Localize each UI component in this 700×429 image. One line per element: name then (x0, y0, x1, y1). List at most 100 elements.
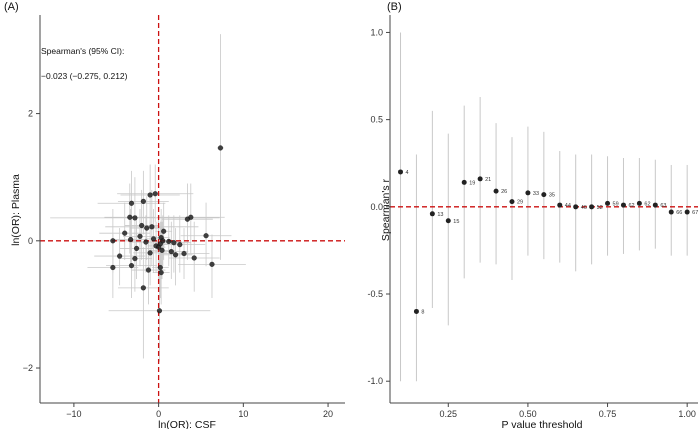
panel-b-point-0 (398, 169, 404, 175)
panel-b-point-label-18: 67 (692, 210, 698, 216)
panel-b-point-label-7: 29 (517, 200, 523, 206)
panel-a-reference-lines (40, 15, 345, 403)
panel-a: (A) −10 0 10 20 −2 0 2 Spearman's (95% CI): −0… (4, 1, 345, 429)
panel-b-errorbars (400, 32, 688, 382)
panel-b: (B) 4 8 13 15 19 21 26 29 33 35 44 46 52 59 62 62 63 66 67… (367, 1, 698, 429)
panel-b-point-14 (620, 202, 626, 208)
panel-a-point-13 (122, 230, 128, 236)
panel-a-y-axis-label: ln(OR): Plasma (10, 174, 22, 246)
panel-a-points (110, 145, 224, 314)
panel-b-point-label-11: 46 (581, 205, 587, 211)
panel-a-point-36 (132, 256, 138, 262)
panel-b-point-8 (525, 190, 531, 196)
panel-b-x-axis-label: P value threshold (502, 419, 583, 429)
panel-a-point-20 (166, 238, 172, 244)
panel-b-point-label-10: 44 (565, 203, 571, 209)
panel-a-point-42 (158, 270, 164, 276)
panel-a-point-39 (128, 263, 135, 269)
panel-a-point-14 (203, 233, 209, 239)
panel-a-point-12 (161, 228, 167, 234)
panel-b-y-tick-label: 0.5 (370, 115, 383, 125)
panel-a-point-8 (184, 216, 190, 222)
panel-a-x-tick-label: 20 (323, 409, 333, 419)
panel-a-x-tick-label: 10 (238, 409, 248, 419)
panel-b-point-3 (445, 218, 451, 224)
panel-a-point-37 (209, 261, 215, 267)
panel-a-point-38 (110, 264, 116, 271)
panel-b-point-label-13: 59 (613, 201, 619, 207)
panel-a-point-15 (137, 233, 143, 239)
panel-a-point-43 (140, 285, 146, 291)
spearman-annotation-title: Spearman's (95% CI): (41, 46, 124, 56)
panel-a-point-25 (177, 242, 183, 248)
panel-a-point-23 (171, 240, 177, 246)
panel-a-errorbars (50, 34, 246, 362)
panel-b-x-tick-label: 0.75 (599, 409, 617, 419)
panel-b-x-tick-label: 0.50 (519, 409, 537, 419)
panel-b-point-15 (636, 200, 642, 206)
panel-a-y-tick-label: −2 (23, 363, 33, 373)
panel-b-point-17 (668, 209, 674, 215)
panel-a-point-27 (156, 244, 162, 250)
panel-b-point-label-1: 8 (421, 309, 424, 315)
panel-b-point-1 (413, 308, 419, 314)
panel-a-point-2 (147, 192, 153, 198)
spearman-annotation-value: −0.023 (−0.275, 0.212) (41, 71, 128, 81)
panel-a-x-tick-label: −10 (66, 409, 81, 419)
panel-b-point-5 (477, 176, 483, 182)
panel-a-y-tick-label: 2 (28, 109, 33, 119)
panel-a-x-tick-label: 0 (156, 409, 161, 419)
panel-b-points: 4 8 13 15 19 21 26 29 33 35 44 46 52 59 62 62 63 66 67 (398, 169, 698, 315)
panel-b-y-tick-label: 0.0 (370, 202, 383, 212)
panel-a-point-1 (152, 191, 158, 197)
panel-a-point-5 (127, 214, 133, 220)
panel-b-point-label-17: 66 (676, 210, 682, 216)
panel-b-point-label-2: 13 (437, 212, 443, 218)
panel-b-point-2 (429, 211, 435, 217)
panel-b-point-12 (589, 204, 595, 210)
panel-b-label: (B) (387, 1, 402, 13)
panel-a-point-3 (140, 198, 146, 204)
panel-b-point-10 (557, 202, 563, 208)
panel-a-x-axis-label: ln(OR): CSF (158, 419, 216, 429)
panel-a-point-44 (156, 308, 163, 314)
panel-b-y-tick-label: 1.0 (370, 27, 383, 37)
panel-a-point-10 (144, 225, 150, 231)
panel-b-y-axis-label: Spearman's r (380, 178, 392, 241)
panel-a-point-40 (157, 264, 163, 271)
panel-b-point-label-15: 62 (644, 201, 650, 207)
panel-a-point-18 (128, 236, 134, 243)
panel-a-y-tick-label: 0 (28, 236, 33, 246)
panel-b-point-7 (509, 199, 515, 205)
panel-b-point-label-3: 15 (453, 219, 459, 225)
panel-b-point-13 (605, 200, 611, 206)
panel-a-point-9 (139, 222, 145, 229)
panel-b-x-tick-label: 1.00 (678, 409, 696, 419)
panel-b-point-label-14: 62 (628, 203, 634, 209)
panel-a-axes: −10 0 10 20 −2 0 2 (23, 15, 345, 419)
panel-a-point-35 (117, 253, 123, 259)
panel-b-point-11 (573, 204, 579, 210)
panel-a-point-21 (110, 238, 116, 244)
panel-a-point-32 (181, 250, 187, 257)
panel-a-point-34 (191, 255, 197, 261)
panel-b-point-label-4: 19 (469, 180, 475, 186)
panel-a-point-22 (143, 239, 149, 245)
panel-a-point-6 (132, 215, 138, 221)
panel-b-point-4 (461, 179, 467, 185)
panel-a-point-29 (159, 247, 165, 253)
panel-b-axes: 0.25 0.50 0.75 1.00 -1.0 -0.5 0.0 0.5 1.0 (367, 15, 698, 419)
panel-b-point-label-9: 35 (549, 193, 555, 199)
panel-b-point-label-8: 33 (533, 191, 539, 197)
panel-a-point-17 (150, 236, 157, 242)
panel-b-point-label-6: 26 (501, 189, 507, 195)
panel-b-point-label-0: 4 (406, 170, 409, 176)
panel-a-point-31 (147, 250, 153, 256)
panel-b-point-label-5: 21 (485, 177, 491, 183)
panel-b-y-tick-label: -0.5 (367, 289, 383, 299)
panel-a-point-11 (149, 224, 155, 230)
panel-b-point-18 (684, 209, 690, 215)
panel-a-point-0 (217, 145, 224, 151)
panel-b-point-16 (652, 202, 658, 208)
